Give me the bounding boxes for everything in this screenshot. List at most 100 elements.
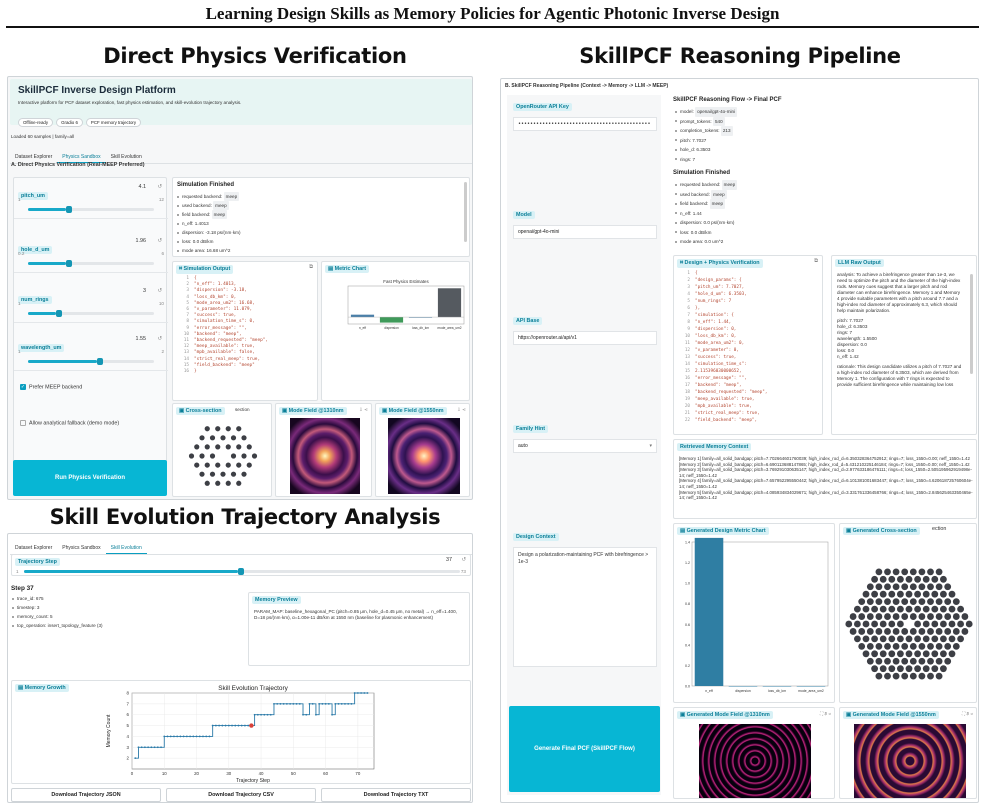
tab-physics-sandbox[interactable]: Physics Sandbox bbox=[62, 545, 101, 551]
slider-value[interactable]: 3 bbox=[143, 288, 146, 294]
tab-dataset-explorer[interactable]: Dataset Explorer bbox=[15, 545, 53, 551]
air-hole bbox=[862, 590, 870, 598]
download-json-button[interactable]: Download Trajectory JSON bbox=[11, 788, 161, 802]
gen-mode-field-1310-image bbox=[699, 724, 811, 798]
air-hole bbox=[884, 657, 891, 665]
line-number: 8 bbox=[687, 320, 690, 325]
panel-title-skill: Skill Evolution Trajectory Analysis bbox=[49, 505, 441, 529]
api-key-input[interactable]: ••••••••••••••••••••••••••••••••••••••••… bbox=[513, 117, 657, 131]
api-base-input[interactable]: https://openrouter.ai/api/v1 bbox=[513, 331, 657, 345]
slider-track[interactable] bbox=[28, 310, 154, 317]
trajectory-slider[interactable] bbox=[24, 568, 460, 575]
code-line: 1{ bbox=[177, 276, 268, 282]
air-hole bbox=[909, 672, 917, 680]
air-hole bbox=[901, 672, 909, 680]
mode-1550-panel: ▣ Mode Field @1550nm ⇩ ⋖ bbox=[375, 403, 470, 497]
share-icon[interactable]: ⇩ ⋖ bbox=[359, 407, 368, 412]
scrollbar[interactable] bbox=[970, 274, 973, 374]
y-tick-label: 6 bbox=[127, 712, 130, 717]
air-hole bbox=[940, 620, 947, 628]
code-text: "pitch_um": 7.7027, bbox=[695, 285, 745, 290]
air-hole bbox=[952, 628, 960, 635]
chevron-down-icon[interactable]: ▾ bbox=[649, 443, 652, 449]
checkbox-empty-icon[interactable] bbox=[20, 420, 26, 426]
tab-skill-evolution[interactable]: Skill Evolution bbox=[110, 154, 142, 160]
fallback-checkbox[interactable]: Allow analytical fallback (demo mode) bbox=[20, 420, 119, 427]
direct-physics-screenshot: SkillPCF Inverse Design Platform Interac… bbox=[7, 76, 473, 500]
air-hole bbox=[897, 635, 904, 643]
reset-icon[interactable]: ↺ bbox=[461, 557, 466, 563]
y-tick-label: 4 bbox=[127, 734, 130, 739]
share-icon[interactable]: ⇩ ⋖ bbox=[457, 407, 466, 412]
kv-row: completion_tokens: 213 bbox=[675, 126, 737, 136]
code-line: 16 "error_message": "", bbox=[678, 375, 767, 382]
air-hole bbox=[884, 613, 891, 620]
kv-row: loss: 0.0 dB/km bbox=[675, 228, 737, 238]
slider-track[interactable] bbox=[28, 358, 154, 365]
air-hole bbox=[215, 426, 221, 432]
line-number: 9 bbox=[687, 327, 690, 332]
slider-value[interactable]: 1.55 bbox=[135, 336, 147, 342]
slider-track[interactable] bbox=[28, 260, 154, 267]
kv-value: 0.0 dB/km bbox=[690, 229, 712, 235]
kv-key: prompt_tokens: bbox=[680, 118, 713, 124]
checkbox-checked-icon[interactable]: ✓ bbox=[20, 384, 26, 390]
llm-param: wavelength: 1.5500 bbox=[837, 336, 877, 341]
code-line: 10 "loss_db_km": 0, bbox=[678, 333, 767, 340]
trajectory-point bbox=[140, 746, 143, 749]
air-hole bbox=[888, 590, 896, 598]
generate-final-pcf-button[interactable]: Generate Final PCF (SkillPCF Flow) bbox=[509, 706, 660, 792]
air-hole bbox=[931, 605, 939, 613]
figure-title: Learning Design Skills as Memory Policie… bbox=[205, 4, 780, 23]
kv-key: loss: bbox=[182, 239, 193, 244]
reset-icon[interactable]: ↺ bbox=[157, 184, 162, 190]
copy-icon[interactable]: ⧉ bbox=[814, 258, 818, 264]
reset-icon[interactable]: ↺ bbox=[157, 336, 162, 342]
tab-dataset-explorer[interactable]: Dataset Explorer bbox=[15, 154, 53, 160]
kv-value: 3 bbox=[36, 605, 40, 610]
trajectory-point bbox=[173, 735, 175, 738]
model-input[interactable]: openai/gpt-4o-mini bbox=[513, 225, 657, 239]
code-text: "meep_available": true, bbox=[695, 397, 755, 402]
tab-physics-sandbox[interactable]: Physics Sandbox bbox=[57, 152, 106, 163]
kv-value: meep bbox=[709, 199, 726, 209]
share-icon[interactable]: ⛶ ⇩ ⋖ bbox=[961, 711, 973, 716]
chart-icon: ▤ bbox=[328, 266, 335, 272]
reset-icon[interactable]: ↺ bbox=[157, 288, 162, 294]
run-physics-button[interactable]: Run Physics Verification bbox=[13, 460, 167, 496]
tab-skill-evolution[interactable]: Skill Evolution bbox=[105, 543, 147, 554]
design-context-textarea[interactable]: Design a polarization-maintaining PCF wi… bbox=[513, 547, 657, 667]
prefer-meep-checkbox[interactable]: ✓ Prefer MEEP backend bbox=[20, 384, 82, 391]
code-text: }, bbox=[695, 306, 701, 311]
reset-icon[interactable]: ↺ bbox=[157, 238, 162, 244]
download-txt-button[interactable]: Download Trajectory TXT bbox=[321, 788, 471, 802]
slider-value[interactable]: 1.96 bbox=[135, 238, 147, 244]
kv-key: n_eff: bbox=[680, 210, 693, 216]
generated-metric-panel: ▤ Generated Design Metric Chart 0.0 0.2 0.… bbox=[673, 523, 835, 703]
share-icon[interactable]: ⛶ ⇩ ⋖ bbox=[819, 711, 831, 716]
kv-key: hole_d: bbox=[680, 147, 697, 152]
slider-track[interactable] bbox=[28, 206, 154, 213]
divider bbox=[14, 322, 168, 323]
family-hint-label: Family Hint bbox=[513, 425, 549, 433]
bullet-icon bbox=[177, 204, 179, 207]
family-hint-select[interactable]: auto ▾ bbox=[513, 439, 657, 453]
trajectory-point bbox=[292, 702, 295, 705]
label-text: Generated Cross-section bbox=[852, 528, 917, 534]
copy-icon[interactable]: ⧉ bbox=[309, 264, 313, 270]
scrollbar[interactable] bbox=[464, 182, 467, 242]
gen-cross-label: ▣ Generated Cross-section bbox=[843, 527, 920, 535]
y-axis-label: Memory Count bbox=[106, 714, 112, 747]
air-hole bbox=[914, 665, 921, 673]
download-csv-button[interactable]: Download Trajectory CSV bbox=[166, 788, 316, 802]
platform-subtitle: Interactive platform for PCF dataset exp… bbox=[18, 100, 242, 105]
slider-value[interactable]: 4.1 bbox=[138, 184, 147, 190]
code-line: 4 "hole_d_um": 6.3503, bbox=[678, 291, 767, 298]
air-hole bbox=[884, 642, 891, 650]
air-hole bbox=[918, 598, 926, 606]
y-tick-label: 2 bbox=[127, 756, 130, 761]
air-hole bbox=[935, 583, 943, 591]
controls-column: pitch_um 4.1 ↺ 1 12 hole_d_um 1.96 ↺ 0.2 6… bbox=[13, 177, 168, 477]
traj-value[interactable]: 37 bbox=[446, 557, 452, 563]
code-text: { bbox=[194, 276, 197, 281]
